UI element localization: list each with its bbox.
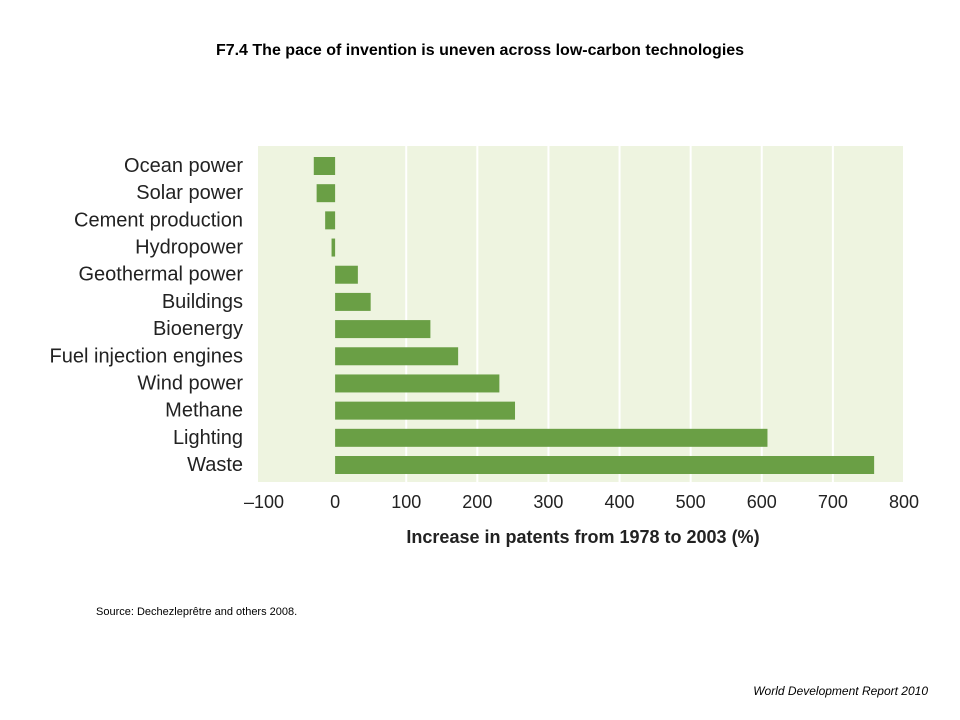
category-labels: Ocean power Solar power Cement production H… <box>50 155 244 476</box>
category-label: Waste <box>187 454 243 476</box>
x-tick-label: 300 <box>533 492 563 512</box>
category-label: Cement production <box>74 209 243 231</box>
category-label: Methane <box>165 400 243 422</box>
x-tick-label: 200 <box>462 492 492 512</box>
source-note: Source: Dechezleprêtre and others 2008. <box>96 606 298 618</box>
x-tick-label: 600 <box>747 492 777 512</box>
category-label: Geothermal power <box>78 264 243 286</box>
bar <box>316 184 336 203</box>
x-tick-label: 0 <box>330 492 340 512</box>
plot-background <box>258 146 904 482</box>
category-label: Solar power <box>136 182 243 204</box>
bar <box>325 211 336 230</box>
category-label: Lighting <box>173 427 243 449</box>
category-label: Ocean power <box>124 155 243 177</box>
category-label: Hydropower <box>135 237 243 259</box>
x-tick-label: 800 <box>889 492 919 512</box>
slide-title: F7.4 The pace of invention is uneven acr… <box>215 42 745 59</box>
bar <box>335 320 431 339</box>
gridlines <box>405 146 905 482</box>
category-label: Buildings <box>162 291 243 313</box>
x-tick-label: 100 <box>391 492 421 512</box>
bar <box>335 292 371 311</box>
x-axis-label: Increase in patents from 1978 to 2003 (%… <box>406 527 759 547</box>
x-tick-label: 500 <box>676 492 706 512</box>
x-tick-label: 700 <box>818 492 848 512</box>
x-tick-label: 400 <box>605 492 635 512</box>
bar <box>335 347 459 366</box>
bar <box>313 157 336 175</box>
footer-credit: World Development Report 2010 <box>753 684 928 698</box>
bar <box>335 428 768 447</box>
bar <box>335 265 358 284</box>
bar <box>335 456 875 474</box>
category-label: Wind power <box>137 372 243 394</box>
x-tick-labels: –100 0 100 200 300 400 500 600 700 800 <box>244 492 919 512</box>
bar <box>335 374 500 393</box>
category-label: Fuel injection engines <box>50 345 243 367</box>
bars <box>313 157 875 474</box>
bar <box>331 238 336 257</box>
category-label: Bioenergy <box>153 318 243 340</box>
bar <box>335 401 516 420</box>
x-tick-label: –100 <box>244 492 284 512</box>
